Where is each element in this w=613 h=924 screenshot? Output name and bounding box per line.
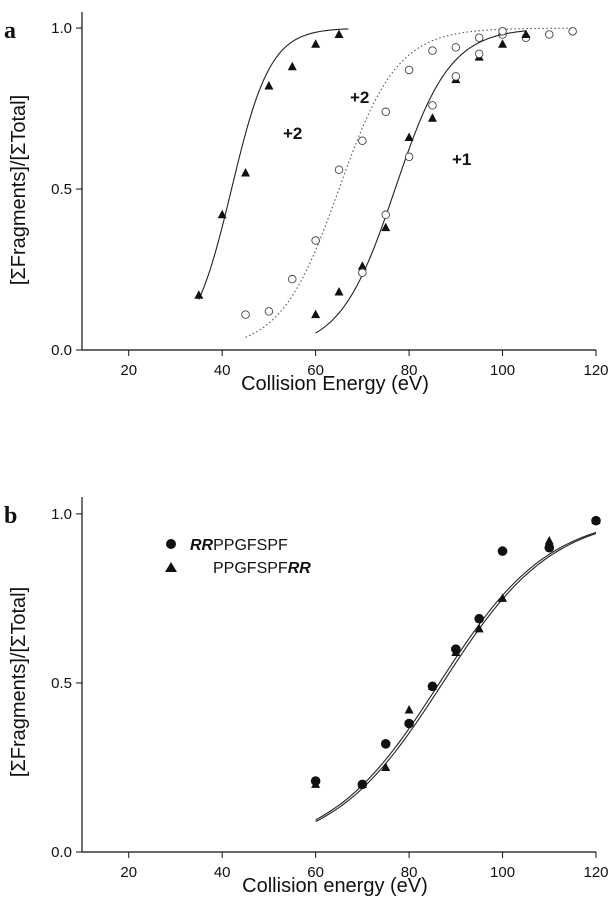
data-point-triangle (194, 290, 204, 299)
panel-b-y-axis-label: [ΣFragments]/[ΣTotal] (8, 587, 30, 777)
data-point-triangle (381, 222, 391, 232)
data-point-triangle (498, 593, 508, 602)
data-point-triangle (311, 39, 321, 48)
data-point-triangle (544, 535, 554, 545)
panel-a-letter: a (4, 18, 16, 44)
data-point-open-circle (451, 43, 461, 52)
panel-a-marks (194, 27, 577, 338)
data-point-triangle (334, 29, 344, 39)
legend-entry-2-bold: RR (288, 560, 312, 577)
legend-marker-circle (166, 539, 176, 549)
data-point-triangle (427, 113, 437, 122)
legend-entry-1: RRPPGFSPF (190, 537, 288, 554)
data-point-open-circle (474, 49, 484, 59)
data-point-open-circle (288, 274, 297, 284)
fit-curve-series-1 (245, 27, 573, 338)
data-point-open-circle (264, 307, 274, 316)
data-point-triangle (334, 287, 344, 296)
data-point-open-circle (498, 27, 507, 36)
data-point-open-circle (381, 210, 390, 220)
x-tick-label: 60 (307, 362, 324, 379)
data-point-open-circle (428, 46, 437, 55)
data-point-triangle (474, 623, 484, 633)
x-tick-label: 20 (120, 864, 137, 881)
y-tick-label: 0.5 (51, 181, 72, 198)
data-point-triangle (521, 29, 531, 39)
x-tick-label: 100 (490, 864, 515, 881)
data-point-open-circle (568, 27, 577, 36)
data-point-open-circle (381, 107, 390, 117)
data-point-filled-circle (544, 542, 555, 553)
data-point-filled-circle (404, 718, 414, 729)
data-point-triangle (287, 61, 297, 71)
data-point-filled-circle (380, 739, 391, 749)
y-tick-label: 0.0 (51, 844, 72, 861)
annotation-plus2-left: +2 (283, 124, 302, 143)
data-point-triangle (498, 39, 508, 48)
data-point-filled-circle (474, 613, 484, 624)
data-point-open-circle (358, 268, 367, 277)
data-point-triangle (357, 779, 367, 788)
x-tick-label: 80 (401, 362, 418, 379)
panel-b-marks (310, 515, 601, 823)
x-tick-label: 60 (307, 864, 324, 881)
data-point-triangle (381, 762, 391, 771)
legend-entry-2: PPGFSPFRR (213, 560, 311, 577)
data-point-open-circle (404, 65, 414, 75)
data-point-open-circle (545, 30, 554, 39)
data-point-triangle (427, 681, 437, 690)
y-tick-label: 0.5 (51, 675, 72, 692)
x-tick-label: 40 (214, 864, 231, 881)
fit-curve-series-2 (315, 30, 526, 334)
data-point-triangle (311, 779, 321, 788)
y-tick-label: 1.0 (51, 20, 72, 37)
data-point-triangle (591, 515, 601, 525)
legend-entry-2-rest: PPGFSPF (213, 560, 288, 577)
x-tick-label: 120 (583, 362, 608, 379)
panel-b-letter: b (4, 503, 17, 529)
data-point-triangle (451, 647, 461, 657)
data-point-filled-circle (497, 546, 508, 556)
legend-marker-triangle (165, 562, 177, 572)
data-point-triangle (217, 209, 227, 219)
fit-curve-series-0 (315, 531, 597, 821)
panel-a-x-axis-label: Collision Energy (eV) (241, 373, 429, 395)
fit-curve-series-0 (198, 28, 349, 300)
legend-entry-1-rest: PPGFSPF (213, 537, 288, 554)
data-point-triangle (311, 309, 321, 319)
data-point-open-circle (428, 101, 437, 110)
data-point-open-circle (241, 310, 250, 319)
data-point-open-circle (311, 236, 320, 245)
x-tick-label: 80 (401, 864, 418, 881)
x-tick-label: 40 (214, 362, 231, 379)
data-point-open-circle (358, 136, 367, 146)
data-point-triangle (264, 81, 274, 90)
data-point-triangle (404, 132, 414, 142)
data-point-open-circle (451, 72, 461, 81)
panel-a: a 20 40 60 80 100 120 0.0 0.5 1.0 +2 +2 +1 Colli… (4, 12, 609, 395)
annotation-plus1: +1 (452, 150, 471, 169)
panel-a-y-axis-label: [ΣFragments]/[ΣTotal] (8, 95, 30, 285)
data-point-open-circle (474, 33, 484, 43)
annotation-plus2-middle: +2 (350, 88, 369, 107)
data-point-triangle (404, 705, 414, 714)
fit-curve-series-1 (315, 532, 597, 823)
panel-b-axes: 20 40 60 80 100 120 0.0 0.5 1.0 (51, 497, 609, 881)
panel-a-axes: 20 40 60 80 100 120 0.0 0.5 1.0 (51, 12, 609, 379)
data-point-triangle (357, 261, 367, 270)
x-tick-label: 100 (490, 362, 515, 379)
panel-b-legend: RRPPGFSPF PPGFSPFRR (165, 537, 311, 577)
y-tick-label: 0.0 (51, 342, 72, 359)
data-point-open-circle (404, 152, 414, 162)
data-point-triangle (241, 167, 251, 177)
legend-entry-1-bold: RR (190, 537, 214, 554)
data-point-open-circle (334, 165, 344, 174)
panel-b-x-axis-label: Collision energy (eV) (242, 875, 428, 897)
y-tick-label: 1.0 (51, 506, 72, 523)
x-tick-label: 120 (583, 864, 608, 881)
x-tick-label: 20 (120, 362, 137, 379)
